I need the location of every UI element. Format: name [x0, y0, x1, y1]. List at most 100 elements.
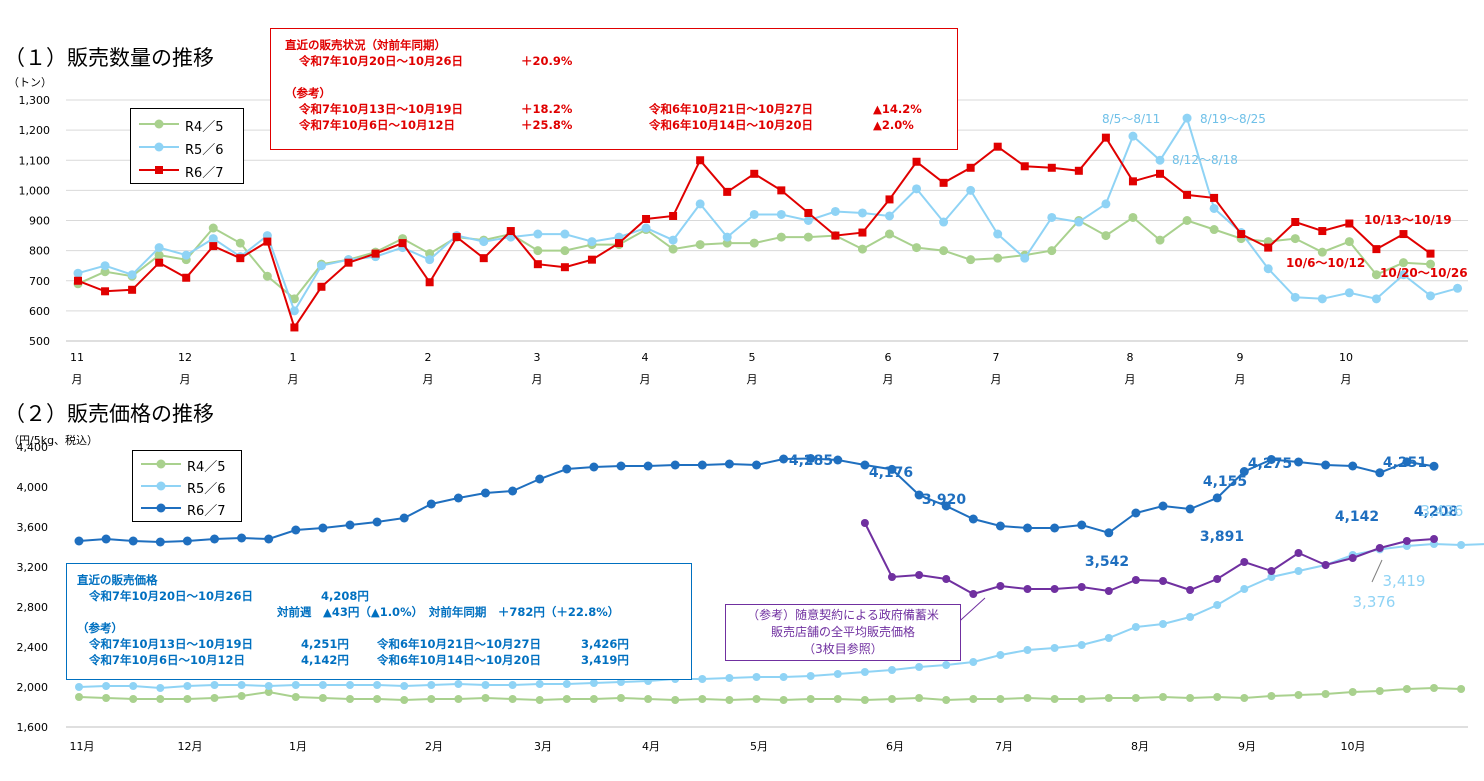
- data-point: [316, 261, 326, 271]
- data-point: [804, 208, 813, 217]
- data-point: [1291, 218, 1300, 227]
- data-point: [1156, 169, 1164, 178]
- data-point: [237, 692, 246, 700]
- annotation-10-6: 10/6～10/12: [1286, 256, 1366, 270]
- data-point: [1321, 561, 1330, 569]
- data-point: [560, 229, 570, 239]
- data-point: [776, 232, 786, 242]
- data-point: [644, 695, 653, 703]
- data-point: [291, 693, 300, 701]
- data-point: [1131, 623, 1140, 631]
- data-point: [1457, 685, 1466, 693]
- x-tick-label: 8月: [1131, 740, 1149, 753]
- data-point: [993, 253, 1003, 263]
- data-point: [779, 673, 788, 681]
- price-info-heading: 直近の販売価格: [77, 572, 691, 588]
- annotation-10-13: 10/13～10/19: [1364, 213, 1452, 227]
- data-point: [1318, 227, 1327, 236]
- data-point: [966, 163, 975, 172]
- data-point: [1020, 253, 1030, 263]
- data-point: [860, 519, 869, 527]
- data-point: [912, 184, 922, 194]
- data-point: [102, 694, 111, 702]
- data-point: [1074, 217, 1084, 227]
- data-point: [1453, 283, 1463, 293]
- x-tick-label: 12: [178, 351, 192, 364]
- price-line1-period: 令和7年10月20日～10月26日: [89, 589, 254, 603]
- data-point: [1155, 235, 1165, 245]
- data-point: [426, 499, 436, 509]
- data-point: [101, 534, 111, 544]
- data-point: [749, 238, 759, 248]
- volume-info-line1: 令和7年10月20日～10月26日 ＋20.9%: [285, 53, 957, 69]
- volume-ref-period: 令和7年10月13日～10月19日: [299, 102, 464, 116]
- value-label: 4,275: [1248, 456, 1292, 472]
- x-tick-label: 5月: [750, 740, 768, 753]
- data-point: [560, 263, 569, 272]
- data-point: [102, 682, 111, 690]
- y-tick-label: 1,600: [17, 721, 49, 734]
- price-info-box: 直近の販売価格 令和7年10月20日～10月26日 4,208円 対前週 ▲43…: [66, 563, 692, 680]
- data-point: [643, 461, 653, 471]
- data-point: [209, 242, 218, 251]
- data-point: [1399, 230, 1408, 239]
- y-tick-label: 800: [29, 245, 50, 258]
- data-point: [966, 255, 976, 265]
- x-tick-label: 月: [1341, 373, 1352, 386]
- data-point: [535, 680, 544, 688]
- data-point: [452, 233, 461, 242]
- data-point: [236, 254, 245, 263]
- data-point: [1128, 177, 1137, 186]
- data-point: [1213, 601, 1222, 609]
- value-label: 3,426: [1421, 502, 1464, 520]
- price-ref-period: 令和6年10月21日～10月27日: [377, 637, 542, 651]
- x-tick-label: 2: [425, 351, 432, 364]
- volume-info-heading: 直近の販売状況（対前年同期）: [285, 37, 957, 53]
- data-point: [1321, 460, 1331, 470]
- data-point: [1158, 501, 1168, 511]
- data-point: [1240, 585, 1249, 593]
- data-point: [915, 694, 924, 702]
- data-point: [830, 206, 840, 216]
- data-point: [560, 246, 570, 256]
- data-point: [1047, 212, 1057, 222]
- data-point: [318, 694, 327, 702]
- x-tick-label: 月: [72, 373, 83, 386]
- data-point: [668, 235, 678, 245]
- data-point: [346, 681, 354, 689]
- data-point: [1209, 225, 1219, 235]
- data-point: [479, 254, 488, 263]
- x-tick-label: 10: [1339, 351, 1353, 364]
- data-point: [1402, 537, 1411, 545]
- price-ref-period: 令和7年10月6日～10月12日: [89, 653, 246, 667]
- data-point: [1101, 199, 1111, 209]
- x-tick-label: 9: [1237, 351, 1244, 364]
- data-point: [1294, 549, 1303, 557]
- price-line2: 対前週 ▲43円（▲1.0%） 対前年同期 ＋782円（＋22.8%）: [277, 605, 620, 619]
- data-point: [1429, 461, 1439, 471]
- data-point: [698, 695, 707, 703]
- data-point: [1212, 493, 1222, 503]
- x-tick-label: 月: [991, 373, 1002, 386]
- x-tick-label: 月: [180, 373, 191, 386]
- data-point: [1237, 230, 1246, 239]
- x-tick-label: 12月: [178, 740, 203, 753]
- y-tick-label: 900: [29, 215, 50, 228]
- data-point: [1077, 520, 1087, 530]
- ref-note-line: （3枚目参照）: [803, 642, 883, 656]
- data-point: [888, 695, 896, 703]
- data-point: [398, 239, 407, 248]
- x-tick-label: 7: [993, 351, 1000, 364]
- price-ref-heading: （参考）: [77, 621, 123, 635]
- y-tick-label: 600: [29, 305, 50, 318]
- data-point: [779, 696, 788, 704]
- data-point: [722, 232, 732, 242]
- volume-ref-value: ▲14.2%: [873, 102, 922, 116]
- data-point: [885, 211, 894, 221]
- volume-ref-period: 令和7年10月6日～10月12日: [299, 118, 456, 132]
- data-point: [127, 270, 137, 280]
- data-point: [508, 486, 518, 496]
- data-point: [942, 661, 951, 669]
- data-point: [291, 525, 301, 535]
